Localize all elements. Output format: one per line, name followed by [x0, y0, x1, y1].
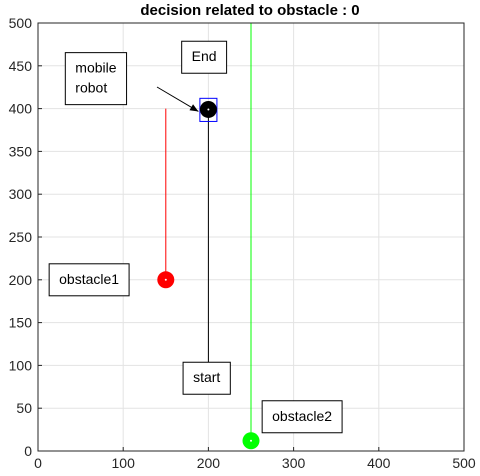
obstacle2-annotation: obstacle2: [261, 400, 343, 434]
mobile-robot-arrow: [156, 86, 199, 112]
obstacle1-annotation-text: obstacle1: [59, 271, 119, 287]
end-target-box: [199, 97, 218, 122]
axis-ticks: 0 100 200 300 400 500 0 50 100 150 200 250 300 350 400…: [9, 15, 476, 471]
annotations: mobile robot End obstacle1 start obstacle2: [48, 40, 343, 434]
x-tick-label: 100: [112, 455, 136, 471]
end-annotation-text: End: [192, 48, 217, 64]
x-tick-label: 300: [282, 455, 306, 471]
y-tick-label: 0: [24, 443, 32, 459]
y-tick-label: 200: [9, 272, 33, 288]
obstacle2-marker-center: [250, 439, 252, 442]
y-tick-label: 400: [9, 101, 33, 117]
obstacle1-annotation-box: [48, 263, 130, 297]
x-tick-label: 200: [197, 455, 221, 471]
mobile-robot-annotation-text: mobile: [75, 60, 116, 76]
obstacle1-annotation: obstacle1: [48, 263, 130, 297]
y-tick-label: 450: [9, 58, 33, 74]
y-tick-label: 350: [9, 143, 33, 159]
robot-marker-center: [207, 108, 210, 111]
obstacle2-annotation-text: obstacle2: [272, 408, 332, 424]
start-annotation-text: start: [193, 369, 220, 385]
y-tick-label: 150: [9, 315, 33, 331]
end-annotation: End: [181, 40, 228, 74]
x-tick-label: 500: [452, 455, 476, 471]
y-tick-label: 50: [16, 400, 32, 416]
chart-title: decision related to obstacle : 0: [140, 2, 359, 19]
mobile-robot-annotation-text: robot: [75, 80, 107, 96]
mobile-robot-annotation-box: [64, 52, 128, 106]
arrow-head: [189, 104, 199, 112]
x-tick-label: 0: [34, 455, 42, 471]
y-tick-label: 500: [9, 15, 33, 31]
obstacle2-annotation-box: [261, 400, 343, 434]
plot-series: [157, 23, 260, 450]
obstacle1-marker-center: [164, 278, 167, 281]
y-tick-label: 300: [9, 186, 33, 202]
start-annotation: start: [182, 361, 231, 395]
end-annotation-box: [181, 40, 228, 74]
y-tick-label: 100: [9, 357, 33, 373]
mobile-robot-annotation: mobile robot: [64, 52, 128, 106]
x-tick-label: 400: [367, 455, 391, 471]
start-annotation-box: [182, 361, 231, 395]
y-tick-label: 250: [9, 229, 33, 245]
